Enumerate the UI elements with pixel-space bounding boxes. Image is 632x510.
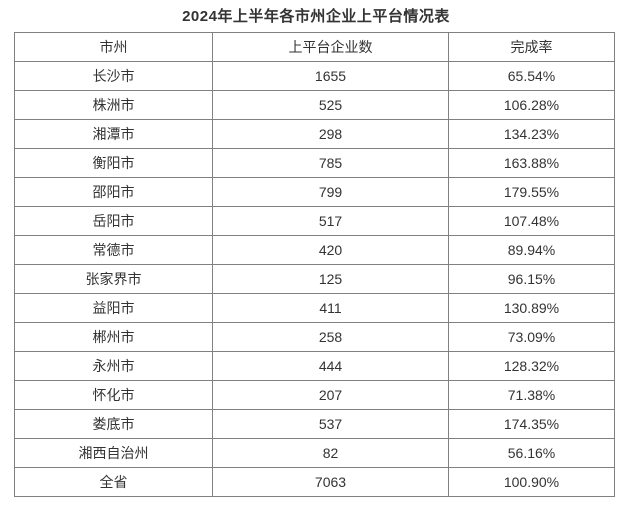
header-completion-rate: 完成率: [448, 32, 615, 62]
city-cell: 张家界市: [14, 264, 213, 294]
completion-rate-cell: 179.55%: [448, 177, 615, 207]
completion-rate-cell: 134.23%: [448, 119, 615, 149]
header-row: 市州 上平台企业数 完成率: [14, 32, 615, 62]
city-cell: 娄底市: [14, 409, 213, 439]
table-row: 湘潭市 298 134.23%: [14, 119, 615, 149]
completion-rate-cell: 96.15%: [448, 264, 615, 294]
completion-rate-cell: 65.54%: [448, 61, 615, 91]
enterprise-count-cell: 517: [212, 206, 449, 236]
enterprise-count-cell: 525: [212, 90, 449, 120]
enterprise-count-cell: 420: [212, 235, 449, 265]
table-row: 益阳市 411 130.89%: [14, 293, 615, 323]
table-row: 岳阳市 517 107.48%: [14, 206, 615, 236]
table-row: 常德市 420 89.94%: [14, 235, 615, 265]
table-row: 衡阳市 785 163.88%: [14, 148, 615, 178]
enterprise-count-cell: 125: [212, 264, 449, 294]
table-row: 娄底市 537 174.35%: [14, 409, 615, 439]
table-row: 郴州市 258 73.09%: [14, 322, 615, 352]
table-row: 湘西自治州 82 56.16%: [14, 438, 615, 468]
completion-rate-cell: 128.32%: [448, 351, 615, 381]
city-cell: 全省: [14, 467, 213, 497]
completion-rate-cell: 56.16%: [448, 438, 615, 468]
city-cell: 湘西自治州: [14, 438, 213, 468]
enterprise-count-cell: 207: [212, 380, 449, 410]
completion-rate-cell: 106.28%: [448, 90, 615, 120]
table-row: 怀化市 207 71.38%: [14, 380, 615, 410]
enterprise-count-cell: 785: [212, 148, 449, 178]
table-row: 全省 7063 100.90%: [14, 467, 615, 497]
table-row: 株洲市 525 106.28%: [14, 90, 615, 120]
completion-rate-cell: 163.88%: [448, 148, 615, 178]
platform-status-table: 市州 上平台企业数 完成率 长沙市 1655 65.54% 株洲市 525 106.28%…: [14, 32, 615, 497]
enterprise-count-cell: 537: [212, 409, 449, 439]
city-cell: 益阳市: [14, 293, 213, 323]
table-row: 长沙市 1655 65.54%: [14, 61, 615, 91]
city-cell: 湘潭市: [14, 119, 213, 149]
table-body: 长沙市 1655 65.54% 株洲市 525 106.28% 湘潭市 298 134.23% 衡…: [14, 61, 615, 497]
enterprise-count-cell: 411: [212, 293, 449, 323]
city-cell: 岳阳市: [14, 206, 213, 236]
table-title: 2024年上半年各市州企业上平台情况表: [182, 8, 450, 25]
header-city: 市州: [14, 32, 213, 62]
enterprise-count-cell: 7063: [212, 467, 449, 497]
enterprise-count-cell: 258: [212, 322, 449, 352]
enterprise-count-cell: 799: [212, 177, 449, 207]
city-cell: 长沙市: [14, 61, 213, 91]
header-enterprise-count: 上平台企业数: [212, 32, 449, 62]
enterprise-count-cell: 298: [212, 119, 449, 149]
completion-rate-cell: 174.35%: [448, 409, 615, 439]
city-cell: 怀化市: [14, 380, 213, 410]
enterprise-count-cell: 1655: [212, 61, 449, 91]
table-row: 永州市 444 128.32%: [14, 351, 615, 381]
table-row: 张家界市 125 96.15%: [14, 264, 615, 294]
city-cell: 常德市: [14, 235, 213, 265]
completion-rate-cell: 73.09%: [448, 322, 615, 352]
completion-rate-cell: 89.94%: [448, 235, 615, 265]
city-cell: 衡阳市: [14, 148, 213, 178]
city-cell: 株洲市: [14, 90, 213, 120]
completion-rate-cell: 100.90%: [448, 467, 615, 497]
city-cell: 郴州市: [14, 322, 213, 352]
city-cell: 永州市: [14, 351, 213, 381]
table-row: 邵阳市 799 179.55%: [14, 177, 615, 207]
city-cell: 邵阳市: [14, 177, 213, 207]
enterprise-count-cell: 82: [212, 438, 449, 468]
completion-rate-cell: 71.38%: [448, 380, 615, 410]
enterprise-count-cell: 444: [212, 351, 449, 381]
completion-rate-cell: 130.89%: [448, 293, 615, 323]
completion-rate-cell: 107.48%: [448, 206, 615, 236]
